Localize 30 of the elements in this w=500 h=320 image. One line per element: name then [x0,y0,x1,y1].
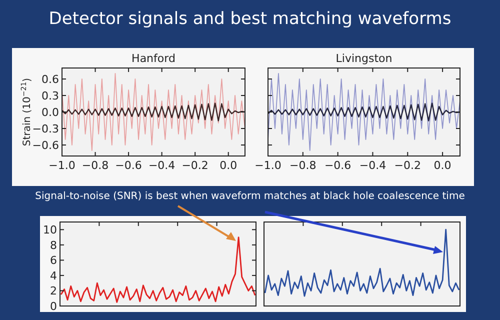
x-tick-label: −0.8 [82,159,109,172]
x-tick-label: −1.0 [254,159,282,172]
y-tick-label: 6 [50,254,57,268]
x-tick-label: −0.6 [324,159,352,172]
line-series [62,102,245,122]
y-tick-label: 0.3 [42,89,59,102]
y-tick-label: 4 [50,269,57,282]
text: Signal-to-noise (SNR) is best when waveform matches at black hole coalescence time [35,191,465,202]
x-tick-label: −1.0 [48,159,76,172]
line-series [60,236,256,303]
y-tick-label: 0.6 [42,72,59,86]
y-tick-label: −0.3 [32,122,59,136]
x-tick-label: 0.0 [220,159,238,172]
y-tick-label: 0 [50,300,57,313]
y-tick-label: 0.0 [42,106,59,119]
line-series [62,73,245,151]
x-tick-label: −0.4 [148,159,176,172]
x-tick-label: −0.6 [115,159,142,172]
y-tick-label: 8 [50,238,57,252]
y-tick-label: 10 [43,223,57,236]
x-tick-label: −0.4 [359,159,386,172]
y-tick-label: 2 [50,284,57,298]
chart-title: Detector signals and best matching waveforms [48,9,452,29]
x-tick-label: −0.2 [394,159,421,172]
x-tick-label: 0.0 [434,159,452,172]
x-tick-label: −0.8 [290,159,316,172]
chart-subtitle: Livingston [336,52,392,65]
x-tick-label: −0.2 [182,159,208,172]
chart-subtitle: Hanford [132,52,176,65]
y-tick-label: −0.6 [32,138,59,152]
